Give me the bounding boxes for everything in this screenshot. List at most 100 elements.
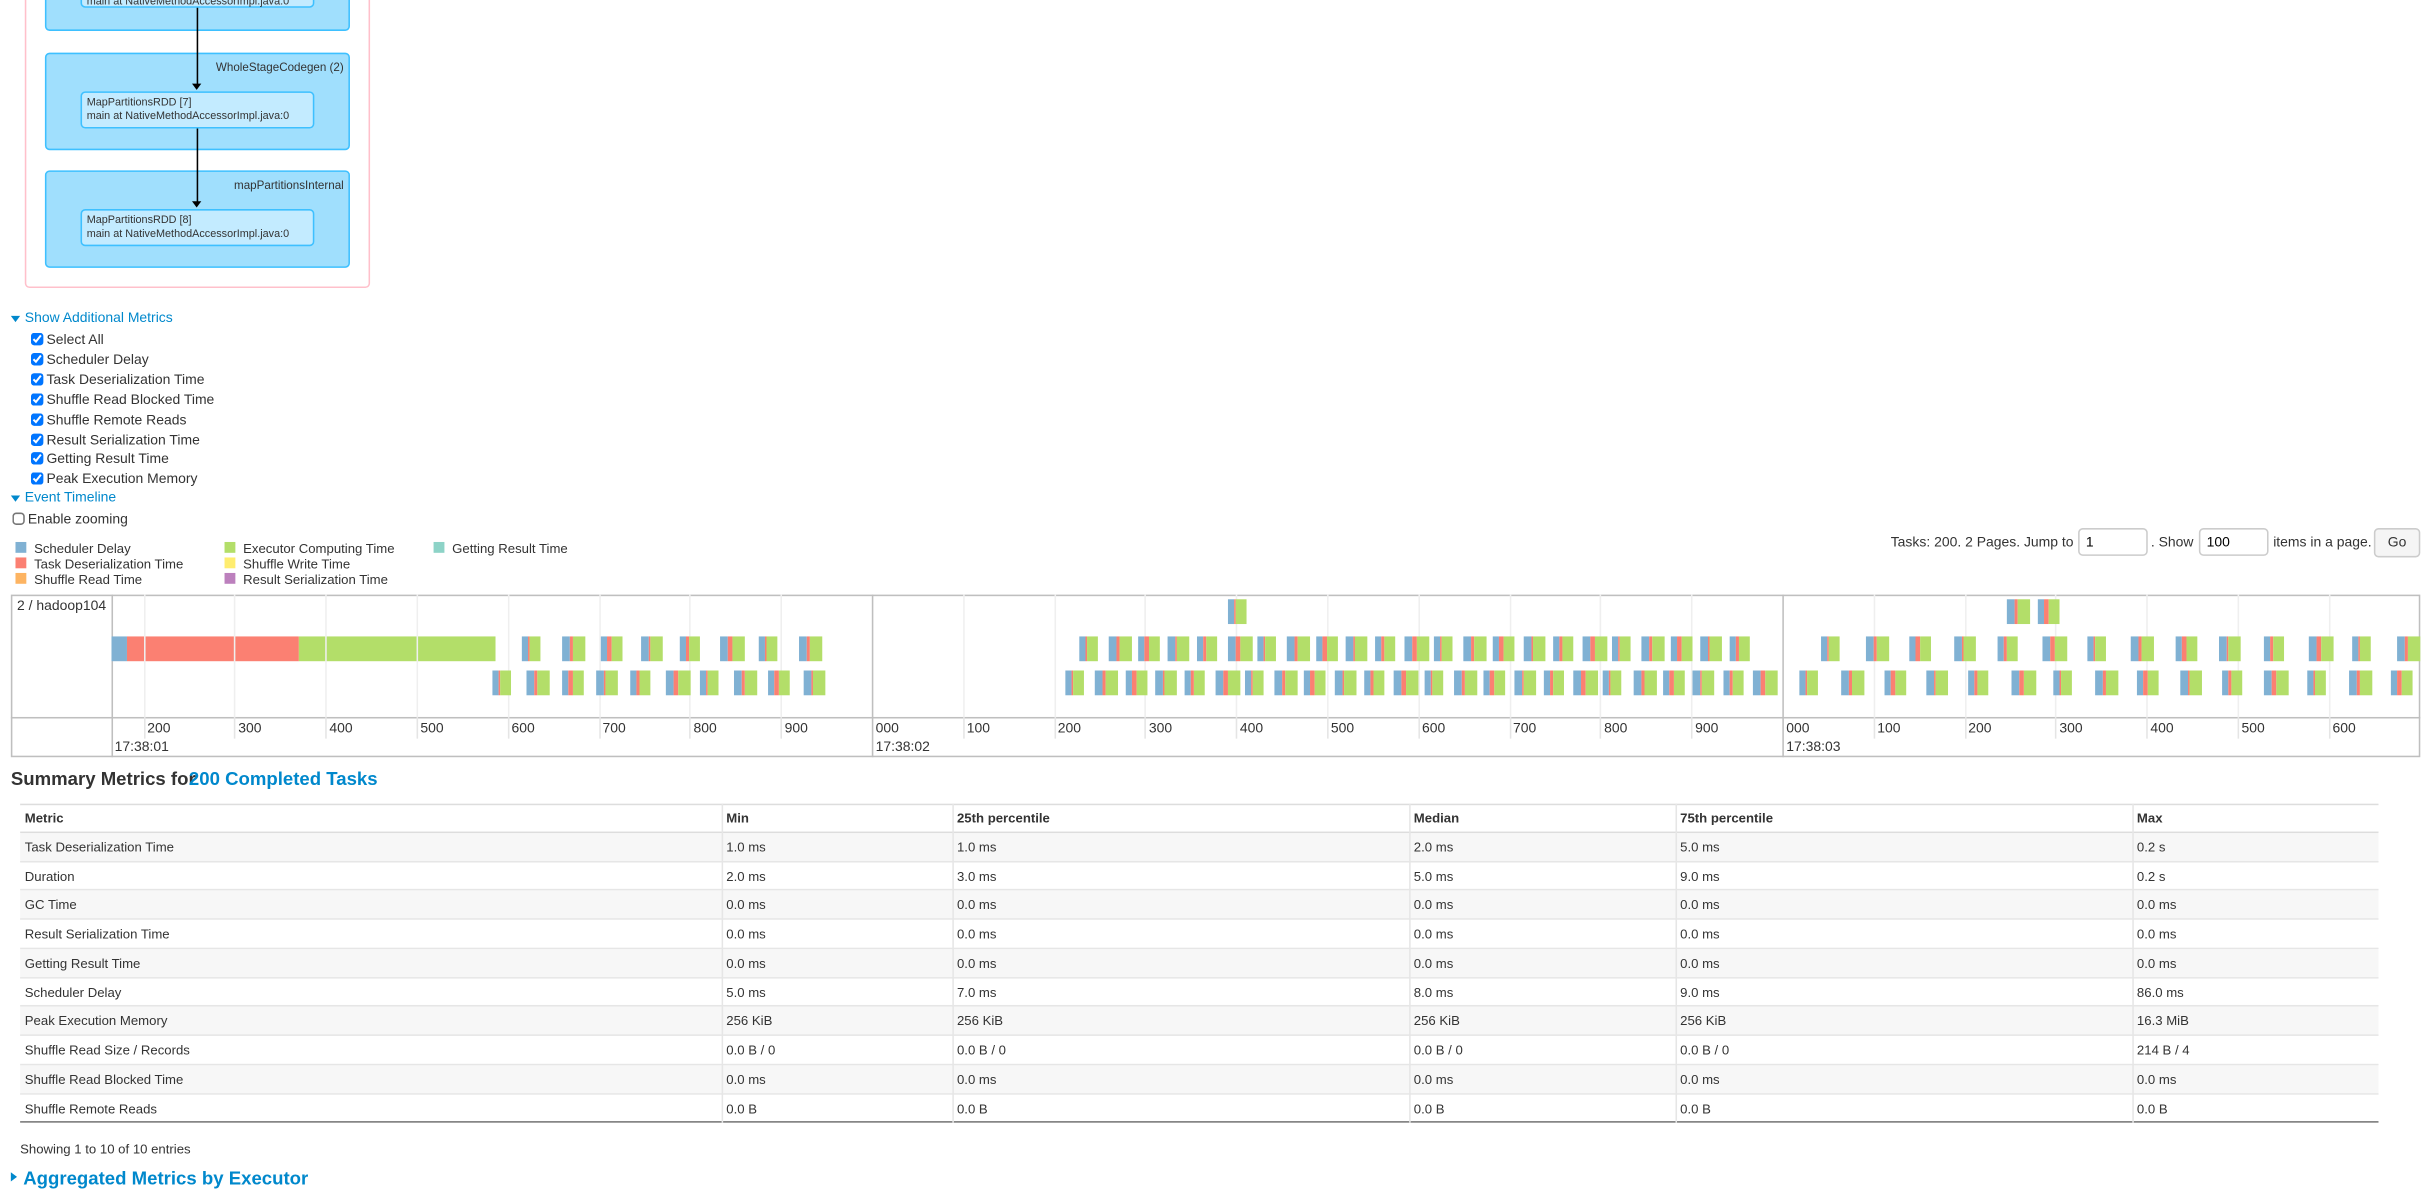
grid-line [2328,716,2331,739]
checkbox-label[interactable]: Result Serialization Time [46,431,200,447]
task-bar [1073,670,1084,696]
task-bar [1729,636,1737,662]
checkbox-label[interactable]: Peak Execution Memory [46,471,198,487]
checkbox-label[interactable]: Select All [46,331,104,347]
task-bar [298,636,496,662]
task-bar [741,670,745,696]
task-bar [603,670,606,696]
task-bar [2023,670,2036,696]
task-bar [1890,670,1895,696]
dag-node [80,91,315,129]
section-link[interactable]: 200 Completed Tasks [188,768,378,790]
checkbox-label[interactable]: Scheduler Delay [46,351,149,367]
task-bar [1354,636,1368,662]
task-bar [567,670,573,696]
grid-line [2237,716,2240,739]
table-header: Median [1413,809,1460,826]
task-bar [2060,670,2072,696]
task-bar [2407,636,2420,662]
table-cell: 0.0 B [956,1100,988,1116]
page-input[interactable] [2078,528,2148,556]
axis-tick-label: 500 [420,720,444,736]
task-bar [1603,670,1610,696]
task-bar [685,636,690,662]
pagination-text: . Show [2150,534,2194,550]
legend-swatch [15,557,27,568]
checkbox-label[interactable]: Getting Result Time [46,451,169,467]
task-bar [2312,670,2315,696]
task-bar [2228,636,2242,662]
task-bar [768,670,775,696]
checkbox[interactable] [12,512,25,525]
legend-label: Task Deserialization Time [34,555,184,572]
axis-tick-label: 300 [1148,720,1173,736]
task-bar [1177,636,1190,662]
checkbox[interactable] [30,332,44,346]
checkbox[interactable] [30,412,44,426]
task-bar [1739,636,1751,662]
task-bar [537,670,551,696]
task-bar [1315,670,1327,696]
dag-cluster-label: WholeStageCodegen (2) [215,60,344,75]
task-bar [1681,636,1693,662]
table-header: Max [2136,809,2163,826]
task-bar [1135,670,1147,696]
page-size-input[interactable] [2198,528,2269,556]
axis-tick-label: 600 [1421,720,1446,736]
table-cell: 0.0 ms [1413,896,1454,913]
task-bar [1673,670,1685,696]
checkbox[interactable] [30,352,44,366]
task-bar [1168,636,1176,662]
task-bar [1504,636,1516,662]
table-row [20,919,2379,949]
legend-swatch [224,557,236,568]
legend-label: Getting Result Time [452,540,568,556]
section-link[interactable]: Aggregated Metrics by Executor [23,1167,309,1190]
task-bar [1108,636,1117,662]
task-bar [744,670,758,696]
task-bar [111,636,127,662]
task-bar [1239,636,1252,662]
caret [10,495,21,502]
toggle-link[interactable]: Event Timeline [24,489,117,505]
task-bar [1581,670,1586,696]
checkbox[interactable] [30,472,44,486]
checkbox[interactable] [30,372,44,386]
checkbox[interactable] [30,452,44,466]
task-bar [1876,636,1889,662]
checkbox[interactable] [30,432,44,446]
axis-tick-label: 100 [1877,720,1901,736]
task-bar [2272,670,2277,696]
table-cell: 214 B / 4 [2136,1042,2190,1058]
table-cell: 0.0 ms [956,896,997,913]
checkbox[interactable] [30,392,44,406]
table-row [20,1094,2379,1124]
caret [10,315,21,323]
task-bar [2396,636,2405,662]
table-header: 25th percentile [956,809,1050,826]
task-bar [526,670,535,696]
task-bar [1274,670,1283,696]
pagination-text: Tasks: 200. 2 Pages. Jump to [1890,534,2074,550]
task-bar [2007,636,2019,662]
task-bar [2175,636,2182,662]
task-bar [1138,636,1145,662]
task-bar [1441,636,1453,662]
task-bar [1297,636,1310,662]
checkbox-label[interactable]: Task Deserialization Time [46,371,205,387]
task-bar [1521,670,1523,696]
checkbox-label[interactable]: Shuffle Remote Reads [46,411,187,427]
grid-line [1327,716,1329,739]
grid-line [507,716,510,739]
table-cell: 0.0 ms [2136,955,2177,971]
go-button[interactable]: Go [2373,528,2421,558]
checkbox-label[interactable]: Enable zooming [27,511,128,527]
checkbox-label[interactable]: Shuffle Read Blocked Time [46,391,215,407]
toggle-link[interactable]: Show Additional Metrics [24,309,173,326]
axis-tick-label: 200 [1968,720,1992,736]
task-bar [596,670,604,696]
task-bar [1214,670,1223,696]
grid-line [1053,594,1056,717]
task-bar [1732,670,1743,696]
table-cell: Result Serialization Time [24,926,170,942]
